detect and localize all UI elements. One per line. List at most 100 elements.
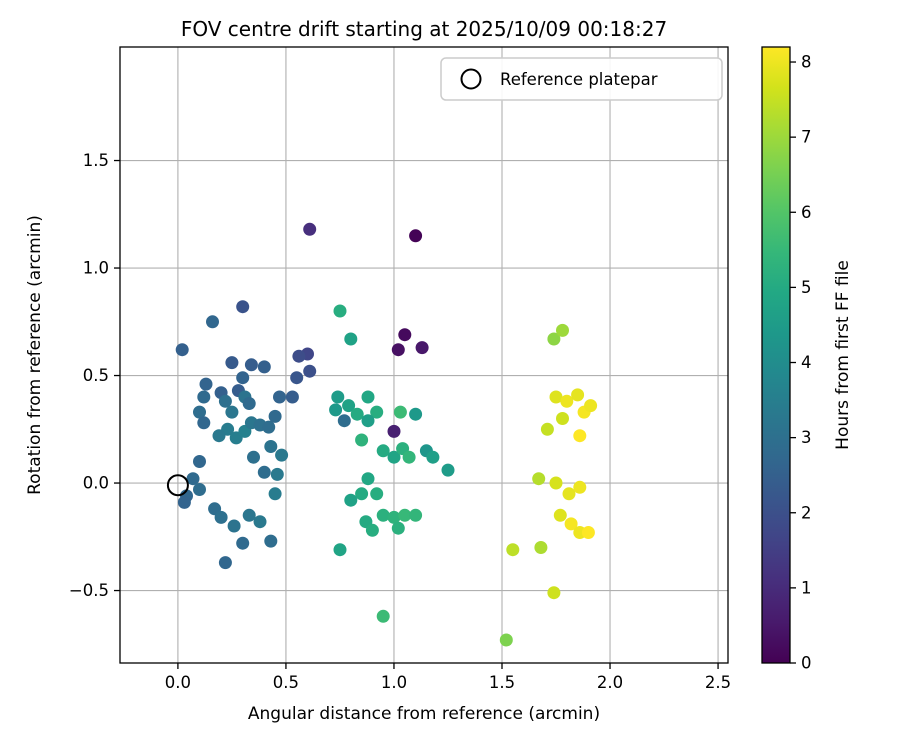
scatter-point <box>355 433 369 447</box>
scatter-point <box>290 371 304 385</box>
scatter-point <box>197 416 211 430</box>
scatter-point <box>218 556 232 570</box>
scatter-point <box>573 429 587 443</box>
colorbar-tick-label: 3 <box>801 428 812 447</box>
scatter-point <box>564 517 578 531</box>
scatter-point <box>285 390 299 404</box>
y-tick-label: 0.5 <box>83 366 109 385</box>
scatter-point <box>387 424 401 438</box>
scatter-point <box>275 448 289 462</box>
scatter-point <box>236 371 250 385</box>
scatter-point <box>547 332 561 346</box>
x-tick-label: 0.5 <box>273 673 299 692</box>
scatter-point <box>560 394 574 408</box>
scatter-point <box>376 508 390 522</box>
scatter-point <box>391 521 405 535</box>
scatter-point <box>292 349 306 363</box>
scatter-point <box>398 328 412 342</box>
legend-entry-label: Reference platepar <box>500 70 658 89</box>
scatter-point <box>387 450 401 464</box>
scatter-point <box>193 405 206 419</box>
scatter-point <box>409 407 423 421</box>
y-tick-label: −0.5 <box>69 581 109 600</box>
scatter-point <box>581 526 595 539</box>
scatter-point <box>331 390 345 404</box>
scatter-point <box>199 377 213 391</box>
scatter-point <box>415 341 429 355</box>
x-tick-label: 1.5 <box>489 673 515 692</box>
scatter-point <box>361 390 375 404</box>
colorbar: 0 1 2 3 4 5 6 7 8 <box>761 46 812 673</box>
scatter-point <box>573 480 587 494</box>
x-tick-label: 2.5 <box>705 673 731 692</box>
scatter-point <box>370 405 384 419</box>
scatter-point <box>206 315 219 329</box>
scatter-point <box>333 304 347 318</box>
scatter-point <box>426 450 440 464</box>
scatter-point <box>562 487 576 501</box>
scatter-point <box>402 450 416 464</box>
scatter-point <box>268 487 282 501</box>
colorbar-tick-label: 6 <box>801 203 812 222</box>
colorbar-tick-label: 4 <box>801 353 812 372</box>
x-axis-label: Angular distance from reference (arcmin) <box>248 704 600 724</box>
x-tick-label: 0.0 <box>165 673 191 692</box>
x-axis-ticks: 0.0 0.5 1.0 1.5 2.0 2.5 <box>165 663 731 692</box>
scatter-point <box>257 465 271 479</box>
y-tick-label: 0.0 <box>83 474 109 493</box>
reference-platepar-marker <box>166 474 189 497</box>
scatter-point <box>556 412 569 425</box>
axes-frame <box>119 46 729 664</box>
scatter-point <box>193 455 206 468</box>
scatter-point <box>540 422 554 436</box>
scatter-point <box>361 414 375 428</box>
scatter-point <box>506 543 520 557</box>
colorbar-tick-label: 7 <box>801 128 812 147</box>
scatter-point <box>337 414 351 428</box>
scatter-point <box>393 405 407 419</box>
colorbar-tick-label: 8 <box>801 53 812 72</box>
scatter-point <box>350 407 364 421</box>
scatter-point <box>534 541 548 554</box>
scatter-point <box>242 397 256 410</box>
scatter-point <box>193 483 206 496</box>
scatter-point <box>370 487 384 501</box>
scatter-point <box>556 323 569 337</box>
y-axis-label: Rotation from reference (arcmin) <box>25 215 45 495</box>
scatter-point <box>398 508 412 522</box>
scatter-point <box>264 440 278 453</box>
scatter-point <box>236 536 250 550</box>
legend-frame <box>440 57 723 101</box>
scatter-point <box>268 409 282 423</box>
legend-open-circle-marker <box>460 68 482 90</box>
scatter-point <box>441 463 455 477</box>
scatter-point <box>365 523 379 537</box>
y-tick-label: 1.0 <box>83 259 109 278</box>
chart-title: FOV centre drift starting at 2025/10/09 … <box>181 17 667 41</box>
colorbar-tick-label: 2 <box>801 503 812 522</box>
scatter-point <box>387 510 401 524</box>
scatter-point <box>247 450 260 464</box>
colorbar-tick-label: 0 <box>801 654 812 673</box>
scatter-point <box>342 399 356 413</box>
scatter-point <box>329 403 343 417</box>
scatter-point <box>344 332 358 346</box>
scatter-point <box>344 493 358 507</box>
scatter-point <box>186 472 200 486</box>
scatter-point <box>549 390 563 404</box>
colorbar-label: Hours from first FF file <box>833 260 853 450</box>
scatter-point <box>553 508 567 522</box>
colorbar-tick-label: 1 <box>801 578 812 597</box>
scatter-point <box>532 472 546 486</box>
scatter-point <box>244 358 258 372</box>
scatter-point <box>225 405 239 419</box>
scatter-point <box>262 420 276 434</box>
scatter-point <box>409 508 423 522</box>
scatter-point <box>333 543 347 557</box>
y-axis-ticks: −0.5 0.0 0.5 1.0 1.5 <box>69 151 120 600</box>
scatter-point <box>218 394 232 408</box>
x-tick-label: 1.0 <box>381 673 407 692</box>
scatter-point <box>197 390 211 404</box>
